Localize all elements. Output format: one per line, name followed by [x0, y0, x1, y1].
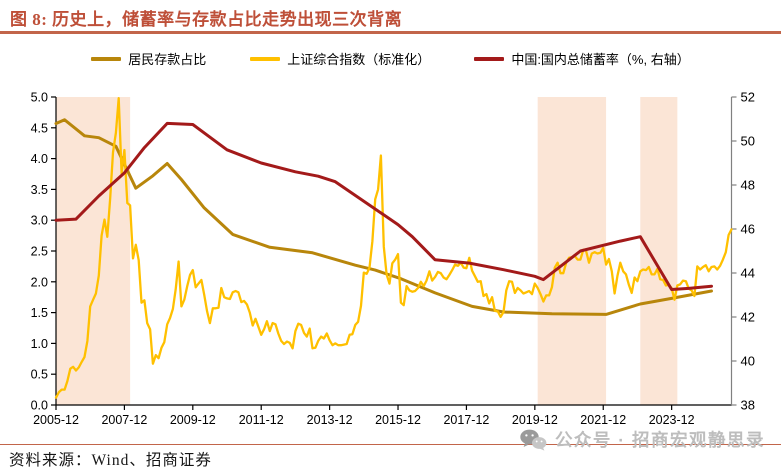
svg-text:1.0: 1.0	[31, 337, 48, 351]
svg-text:2013-12: 2013-12	[307, 413, 353, 427]
svg-text:0.0: 0.0	[31, 399, 48, 413]
highlight-band-1	[56, 97, 131, 405]
svg-text:2015-12: 2015-12	[375, 413, 421, 427]
legend-item-savings-rate: 中国:国内总储蓄率（%, 右轴）	[474, 49, 690, 68]
svg-text:5.0: 5.0	[31, 91, 48, 105]
highlight-band-2	[537, 97, 607, 405]
line-sse-index	[54, 97, 733, 399]
chart-legend: 居民存款占比 上证综合指数（标准化） 中国:国内总储蓄率（%, 右轴）	[0, 49, 781, 68]
watermark: 公众号 · 招商宏观静思录	[520, 427, 765, 452]
chart-plot: 0.0 0.5 1.0 1.5 2.0 2.5 3.0 3.5 4.0 4.5 5.0 38 40 42 4…	[31, 90, 755, 428]
svg-text:48: 48	[741, 178, 755, 193]
svg-text:4.5: 4.5	[31, 121, 48, 135]
figure-title: 图 8: 历史上，储蓄率与存款占比走势出现三次背离	[10, 10, 403, 29]
svg-text:2007-12: 2007-12	[101, 413, 147, 427]
legend-item-deposit-share: 居民存款占比	[91, 49, 206, 68]
svg-text:2011-12: 2011-12	[239, 413, 284, 427]
legend-item-sse-index: 上证综合指数（标准化）	[250, 49, 430, 68]
svg-text:0.5: 0.5	[31, 368, 48, 382]
svg-text:2017-12: 2017-12	[443, 413, 489, 427]
svg-text:2019-12: 2019-12	[512, 413, 558, 427]
svg-text:3.0: 3.0	[31, 214, 48, 228]
svg-text:2.0: 2.0	[31, 275, 48, 289]
svg-text:50: 50	[741, 134, 755, 149]
svg-text:2021-12: 2021-12	[580, 413, 626, 427]
title-rule	[0, 31, 781, 34]
svg-text:3.5: 3.5	[31, 183, 48, 197]
svg-text:42: 42	[741, 310, 755, 325]
svg-text:4.0: 4.0	[31, 152, 48, 166]
svg-text:40: 40	[741, 354, 755, 369]
svg-text:2.5: 2.5	[31, 245, 48, 259]
wechat-icon	[520, 429, 547, 451]
svg-text:1.5: 1.5	[31, 306, 48, 320]
svg-text:44: 44	[741, 266, 755, 281]
deposit-share-swatch-icon	[91, 56, 122, 61]
legend-label-deposit-share: 居民存款占比	[128, 52, 207, 67]
savings-rate-swatch-icon	[474, 56, 505, 61]
svg-text:2005-12: 2005-12	[33, 413, 79, 427]
svg-text:38: 38	[741, 398, 755, 413]
legend-label-savings-rate: 中国:国内总储蓄率（%, 右轴）	[511, 52, 690, 67]
svg-text:2023-12: 2023-12	[649, 413, 695, 427]
line-savings-rate	[54, 121, 713, 291]
svg-text:46: 46	[741, 222, 755, 237]
highlight-band-3	[640, 97, 678, 405]
source-text: 资料来源：Wind、招商证券	[9, 452, 212, 469]
sse-index-swatch-icon	[250, 56, 281, 61]
footer-separator	[0, 444, 781, 445]
svg-text:52: 52	[741, 90, 755, 105]
legend-label-sse-index: 上证综合指数（标准化）	[287, 52, 431, 67]
svg-text:2009-12: 2009-12	[170, 413, 216, 427]
watermark-label: 公众号 · 招商宏观静思录	[554, 430, 765, 450]
